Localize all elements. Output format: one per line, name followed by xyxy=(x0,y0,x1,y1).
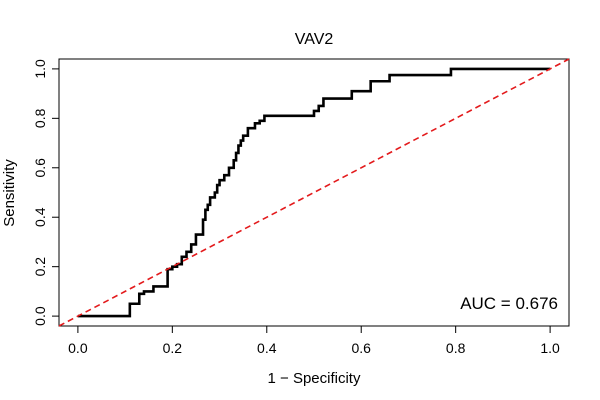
x-tick-label: 0.8 xyxy=(446,340,466,356)
y-tick-label: 0.0 xyxy=(32,306,48,326)
plot-frame xyxy=(58,58,570,327)
x-axis: 0.0 0.2 0.4 0.6 0.8 1.0 xyxy=(68,325,560,356)
y-axis: 0.0 0.2 0.4 0.6 0.8 1.0 xyxy=(32,59,60,326)
plot-area xyxy=(58,58,570,327)
auc-annotation: AUC = 0.676 xyxy=(460,294,558,313)
x-tick-label: 1.0 xyxy=(540,340,560,356)
y-tick-label: 0.6 xyxy=(32,158,48,178)
chart-title: VAV2 xyxy=(295,31,334,48)
roc-curve-line xyxy=(77,67,551,318)
x-tick-label: 0.6 xyxy=(351,340,371,356)
y-tick-label: 0.4 xyxy=(32,207,48,227)
x-tick-label: 0.0 xyxy=(68,340,88,356)
y-tick-label: 0.8 xyxy=(32,108,48,128)
y-tick-label: 1.0 xyxy=(32,59,48,79)
x-axis-label: 1 − Specificity xyxy=(268,370,361,387)
x-tick-label: 0.2 xyxy=(163,340,183,356)
reference-diagonal-line xyxy=(58,58,570,327)
y-axis-label: Sensitivity xyxy=(1,159,18,227)
x-tick-label: 0.4 xyxy=(257,340,277,356)
y-tick-label: 0.2 xyxy=(32,257,48,277)
